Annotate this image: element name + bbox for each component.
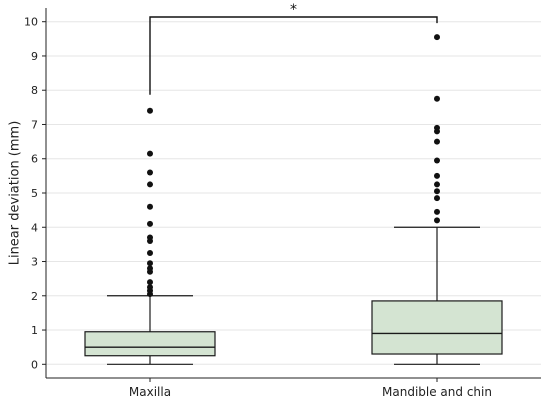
outlier-point	[147, 234, 153, 241]
y-tick-label: 4	[31, 221, 38, 234]
outlier-point	[434, 208, 440, 215]
outliers	[147, 34, 440, 298]
outlier-point	[434, 95, 440, 102]
y-tick-label: 3	[31, 256, 38, 269]
outlier-point	[434, 188, 440, 195]
outlier-point	[147, 181, 153, 188]
outlier-point	[147, 265, 153, 272]
outlier-point	[434, 138, 440, 145]
interquartile-box	[371, 300, 503, 355]
outlier-point	[434, 172, 440, 179]
outlier-point	[434, 157, 440, 164]
outlier-point	[147, 203, 153, 210]
y-tick-label: 8	[31, 84, 38, 97]
boxes	[84, 226, 503, 365]
x-category-label: Maxilla	[129, 385, 171, 399]
interquartile-box	[84, 331, 216, 357]
box-mandible-and-chin	[371, 226, 503, 365]
outlier-point	[147, 220, 153, 227]
significance-label: *	[290, 2, 297, 18]
y-tick-label: 1	[31, 324, 38, 337]
outlier-point	[147, 260, 153, 267]
y-tick-label: 5	[31, 187, 38, 200]
significance-bracket: *	[149, 2, 438, 95]
outlier-point	[434, 181, 440, 188]
y-axis-title: Linear deviation (mm)	[8, 121, 23, 266]
outlier-point	[147, 107, 153, 114]
outlier-point	[434, 217, 440, 224]
x-axis-categories: Maxilla Mandible and chin	[129, 378, 492, 399]
y-tick-label: 10	[24, 16, 38, 29]
x-category-label: Mandible and chin	[382, 385, 492, 399]
y-tick-label: 7	[31, 118, 38, 131]
y-tick-label: 9	[31, 50, 38, 63]
outlier-point	[434, 124, 440, 131]
outlier-point	[147, 150, 153, 157]
outlier-point	[147, 169, 153, 176]
outlier-point	[147, 249, 153, 256]
significance-bracket-line	[149, 16, 438, 95]
outlier-point	[147, 279, 153, 286]
outlier-point	[147, 284, 153, 291]
outlier-point	[434, 195, 440, 202]
outlier-point	[434, 34, 440, 41]
y-axis-ticks: 0 1 2 3 4 5 6 7 8 9 10	[24, 16, 46, 371]
y-tick-label: 0	[31, 358, 38, 371]
y-tick-label: 2	[31, 290, 38, 303]
box-maxilla	[84, 295, 216, 365]
y-tick-label: 6	[31, 153, 38, 166]
